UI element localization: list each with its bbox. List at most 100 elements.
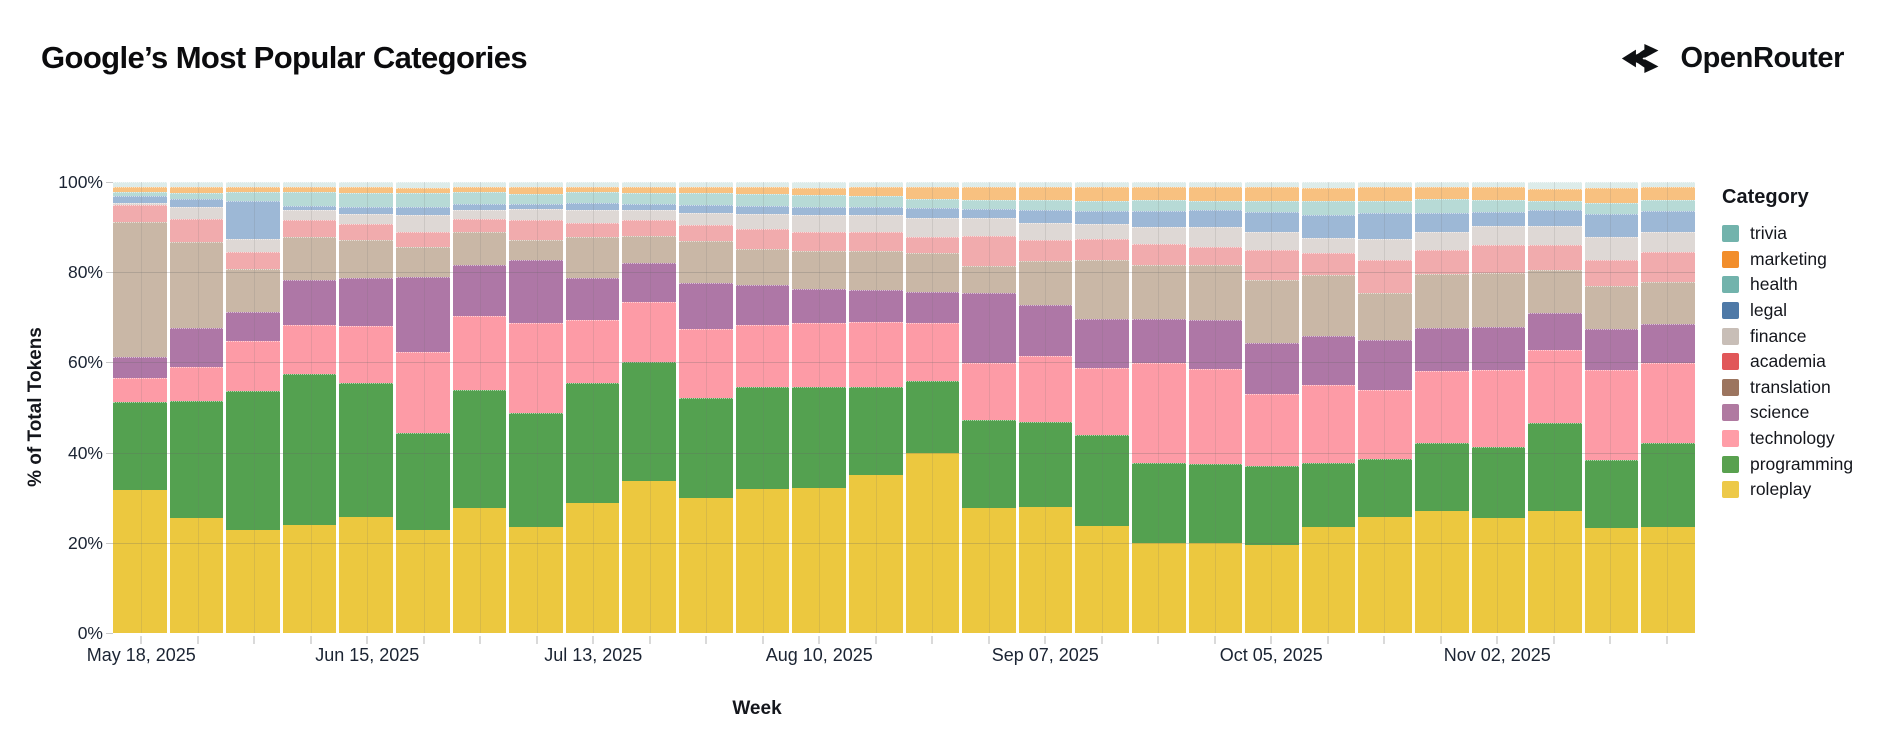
segment-roleplay[interactable] [396,529,450,633]
segment-academia[interactable] [565,222,620,237]
segment-academia[interactable] [1131,244,1186,266]
segment-health[interactable] [905,199,960,209]
segment-health[interactable] [1301,201,1356,215]
segment-health[interactable] [509,193,563,204]
bar-nov-16-2025[interactable] [1584,182,1639,633]
segment-finance[interactable] [509,209,563,221]
segment-programming[interactable] [1415,442,1469,511]
segment-trivia[interactable] [1641,182,1696,188]
segment-science[interactable] [1245,343,1299,394]
segment-technology[interactable] [1415,370,1469,443]
segment-academia[interactable] [735,228,790,249]
segment-roleplay[interactable] [792,488,846,633]
segment-roleplay[interactable] [848,474,903,633]
bar-nov-02-2025[interactable] [1471,182,1526,633]
segment-science[interactable] [622,263,677,302]
segment-marketing[interactable] [1415,186,1469,200]
segment-programming[interactable] [452,389,507,509]
segment-trivia[interactable] [735,182,790,187]
segment-roleplay[interactable] [1245,545,1299,633]
segment-academia[interactable] [1641,251,1696,283]
segment-technology[interactable] [905,323,960,382]
segment-translation[interactable] [1358,293,1413,341]
segment-academia[interactable] [1018,239,1073,261]
segment-academia[interactable] [1245,249,1299,281]
segment-technology[interactable] [848,322,903,387]
segment-marketing[interactable] [792,187,846,196]
bar-aug-03-2025[interactable] [735,182,790,633]
segment-legal[interactable] [962,209,1016,219]
segment-translation[interactable] [1415,274,1469,329]
segment-marketing[interactable] [962,187,1016,200]
segment-translation[interactable] [396,247,450,277]
segment-finance[interactable] [226,239,280,252]
segment-translation[interactable] [1075,259,1129,320]
segment-health[interactable] [396,193,450,208]
segment-legal[interactable] [226,200,280,240]
segment-academia[interactable] [509,220,563,240]
segment-science[interactable] [226,312,280,341]
segment-finance[interactable] [848,215,903,233]
segment-legal[interactable] [1358,213,1413,240]
segment-legal[interactable] [1075,211,1129,224]
segment-finance[interactable] [679,212,733,225]
segment-trivia[interactable] [282,182,337,187]
segment-technology[interactable] [1584,369,1639,461]
segment-trivia[interactable] [452,182,507,187]
segment-programming[interactable] [169,400,224,518]
segment-finance[interactable] [1641,232,1696,252]
segment-academia[interactable] [1188,246,1243,266]
segment-health[interactable] [622,192,677,204]
segment-translation[interactable] [1584,286,1639,330]
segment-academia[interactable] [905,237,960,254]
segment-health[interactable] [452,192,507,204]
segment-science[interactable] [962,292,1016,363]
segment-legal[interactable] [1641,210,1696,233]
segment-programming[interactable] [1131,463,1186,544]
segment-science[interactable] [1075,319,1129,369]
segment-marketing[interactable] [452,186,507,193]
segment-marketing[interactable] [565,186,620,193]
segment-technology[interactable] [1641,362,1696,443]
segment-programming[interactable] [622,361,677,482]
segment-finance[interactable] [1584,237,1639,260]
bar-aug-10-2025[interactable] [792,182,846,633]
segment-trivia[interactable] [1075,182,1129,187]
bar-nov-23-2025[interactable] [1641,182,1696,633]
segment-health[interactable] [1471,200,1526,212]
segment-trivia[interactable] [113,182,167,187]
segment-marketing[interactable] [1584,188,1639,203]
segment-health[interactable] [792,195,846,207]
segment-finance[interactable] [905,218,960,238]
segment-roleplay[interactable] [1018,507,1073,633]
segment-academia[interactable] [113,204,167,223]
segment-health[interactable] [1358,200,1413,214]
segment-translation[interactable] [226,269,280,313]
segment-roleplay[interactable] [735,489,790,633]
segment-academia[interactable] [226,251,280,270]
segment-trivia[interactable] [1131,182,1186,187]
bar-aug-17-2025[interactable] [848,182,903,633]
segment-technology[interactable] [679,329,733,399]
segment-roleplay[interactable] [452,508,507,633]
segment-finance[interactable] [1131,226,1186,245]
segment-roleplay[interactable] [565,503,620,633]
bar-sep-28-2025[interactable] [1188,182,1243,633]
segment-marketing[interactable] [1301,187,1356,202]
segment-academia[interactable] [1584,259,1639,287]
segment-programming[interactable] [1358,459,1413,517]
segment-technology[interactable] [1188,369,1243,464]
segment-marketing[interactable] [1245,187,1299,201]
bar-oct-12-2025[interactable] [1301,182,1356,633]
segment-finance[interactable] [1471,226,1526,246]
segment-roleplay[interactable] [1075,526,1129,633]
segment-technology[interactable] [1075,368,1129,436]
segment-translation[interactable] [282,237,337,280]
segment-legal[interactable] [1471,211,1526,227]
segment-programming[interactable] [1075,435,1129,527]
segment-finance[interactable] [622,209,677,221]
segment-health[interactable] [848,195,903,207]
segment-trivia[interactable] [848,182,903,188]
segment-science[interactable] [679,282,733,330]
segment-health[interactable] [1528,201,1582,210]
